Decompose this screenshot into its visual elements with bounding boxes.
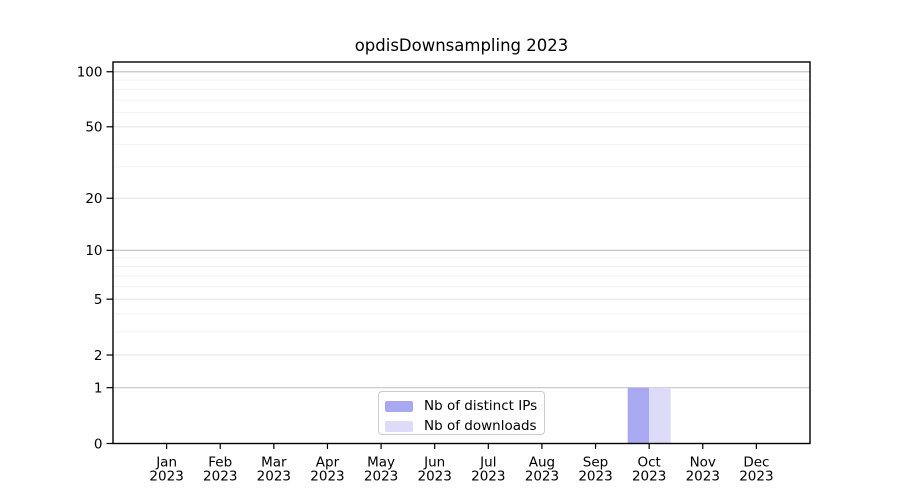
x-tick-label-year-jun: 2023 — [418, 469, 452, 485]
x-tick-label-year-sep: 2023 — [578, 469, 612, 485]
legend-swatch-distinct-ips — [385, 400, 413, 412]
legend-item-distinct-ips: Nb of distinct IPs — [385, 396, 537, 416]
x-tick-label-month-may: May — [367, 455, 395, 471]
y-tick-label-50: 50 — [85, 120, 102, 136]
x-tick-label-month-jul: Jul — [479, 455, 496, 471]
x-tick-label-month-jan: Jan — [155, 455, 177, 471]
x-tick-label-month-nov: Nov — [690, 455, 716, 471]
x-tick-label-month-dec: Dec — [743, 455, 769, 471]
legend-label-downloads: Nb of downloads — [424, 418, 537, 434]
x-tick-label-month-feb: Feb — [208, 455, 232, 471]
x-tick-label-month-jun: Jun — [423, 455, 445, 471]
x-tick-label-year-oct: 2023 — [632, 469, 666, 485]
y-tick-label-2: 2 — [94, 348, 103, 364]
x-tick-label-year-aug: 2023 — [525, 469, 559, 485]
y-tick-label-100: 100 — [77, 65, 103, 81]
x-tick-label-month-oct: Oct — [637, 455, 660, 471]
y-tick-label-1: 1 — [94, 380, 103, 396]
legend-item-downloads: Nb of downloads — [385, 416, 537, 436]
x-tick-label-year-mar: 2023 — [257, 469, 291, 485]
x-tick-label-year-jan: 2023 — [149, 469, 183, 485]
x-tick-label-year-nov: 2023 — [686, 469, 720, 485]
x-tick-label-month-apr: Apr — [316, 455, 340, 471]
x-tick-label-year-feb: 2023 — [203, 469, 237, 485]
x-tick-label-month-sep: Sep — [583, 455, 608, 471]
x-tick-label-year-apr: 2023 — [310, 469, 344, 485]
x-tick-label-month-aug: Aug — [529, 455, 555, 471]
plot-box — [112, 61, 811, 445]
legend: Nb of distinct IPs Nb of downloads — [378, 391, 545, 435]
legend-swatch-downloads — [385, 420, 413, 432]
x-tick-label-year-jul: 2023 — [471, 469, 505, 485]
x-tick-label-year-may: 2023 — [364, 469, 398, 485]
x-tick-label-month-mar: Mar — [261, 455, 287, 471]
x-tick-label-year-dec: 2023 — [739, 469, 773, 485]
bar-downloads-oct — [649, 387, 671, 444]
y-tick-label-5: 5 — [94, 292, 103, 308]
y-tick-label-0: 0 — [94, 436, 103, 452]
y-tick-label-10: 10 — [85, 243, 102, 259]
legend-label-distinct-ips: Nb of distinct IPs — [424, 398, 538, 414]
y-tick-label-20: 20 — [85, 191, 102, 207]
bar-distinct-ips-oct — [627, 387, 650, 444]
chart-title: opdisDownsampling 2023 — [354, 36, 569, 55]
